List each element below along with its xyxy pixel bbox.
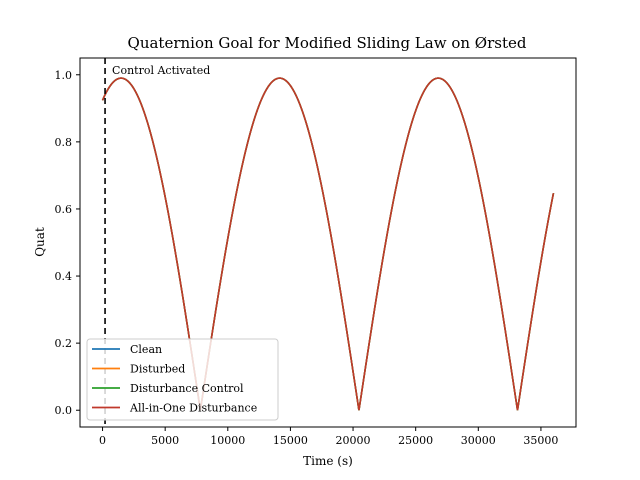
x-tick-label: 25000 [398, 434, 433, 447]
annotations: Control Activated [104, 58, 210, 427]
chart-title: Quaternion Goal for Modified Sliding Law… [128, 34, 527, 52]
x-tick-label: 15000 [273, 434, 308, 447]
x-tick-label: 0 [99, 434, 106, 447]
legend-label: Disturbed [130, 363, 185, 376]
y-tick-label: 0.2 [55, 337, 73, 350]
x-tick-label: 20000 [336, 434, 371, 447]
axis-ticks: 0 5000 10000 15000 20000 25000 30000 35000 0.0 0.… [55, 69, 559, 447]
legend-box [86, 338, 279, 421]
x-axis-label: Time (s) [303, 454, 353, 468]
legend-label: Disturbance Control [130, 382, 244, 395]
y-tick-label: 0.4 [55, 270, 73, 283]
y-tick-label: 0.8 [55, 136, 73, 149]
x-tick-label: 10000 [210, 434, 245, 447]
y-tick-label: 0.6 [55, 203, 73, 216]
y-tick-label: 1.0 [55, 69, 73, 82]
control-activated-label: Control Activated [112, 64, 210, 77]
x-tick-label: 35000 [523, 434, 558, 447]
legend-label: Clean [130, 343, 162, 356]
x-tick-label: 5000 [151, 434, 179, 447]
series-lines [101, 77, 555, 411]
x-tick-label: 30000 [461, 434, 496, 447]
plot-frame [79, 57, 577, 428]
legend-label: All-in-One Disturbance [129, 402, 257, 415]
y-tick-label: 0.0 [55, 404, 73, 417]
legend: Clean Disturbed Disturbance Control All-in-… [86, 338, 279, 421]
series-line-all-in-one-disturbance [101, 77, 555, 411]
y-axis-label: Quat [33, 227, 47, 257]
